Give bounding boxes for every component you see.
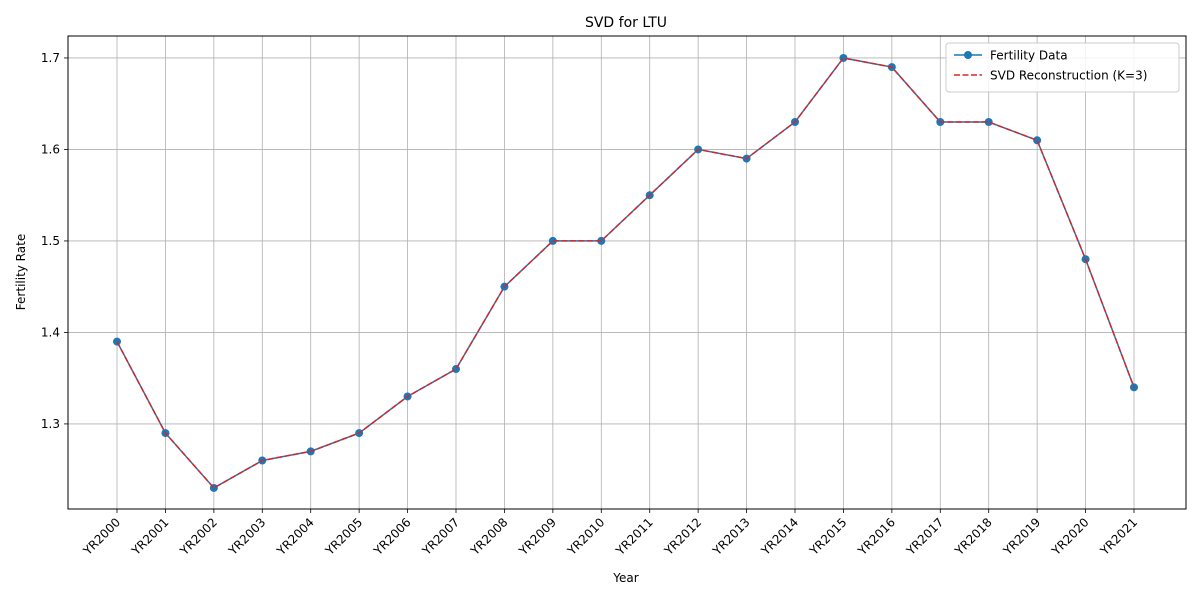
legend-swatch-fertility-marker (964, 51, 972, 59)
y-tick-label: 1.4 (41, 325, 60, 339)
legend-label-svd-reconstruction: SVD Reconstruction (K=3) (990, 69, 1147, 83)
grid-layer (68, 36, 1186, 509)
x-axis-label: Year (612, 571, 638, 585)
y-tick-label: 1.7 (41, 51, 60, 65)
y-axis-ticks: 1.3 1.4 1.5 1.6 1.7 (41, 51, 68, 431)
legend-box (945, 42, 1180, 93)
data-point-fertility (452, 365, 460, 374)
legend: Fertility Data SVD Reconstruction (K=3) (945, 42, 1180, 93)
data-point-fertility (984, 118, 993, 126)
chart-title: SVD for LTU (585, 15, 667, 31)
data-point-fertility (1033, 136, 1042, 145)
y-tick-label: 1.3 (41, 417, 60, 431)
series-line-svd-reconstruction (116, 57, 1135, 489)
plot-frame (67, 35, 1187, 510)
legend-label-fertility-data: Fertility Data (990, 49, 1068, 63)
y-tick-label: 1.5 (41, 234, 60, 248)
y-axis-label: Fertility Rate (14, 234, 28, 310)
series-layer (113, 53, 1138, 492)
y-tick-label: 1.6 (41, 142, 60, 156)
